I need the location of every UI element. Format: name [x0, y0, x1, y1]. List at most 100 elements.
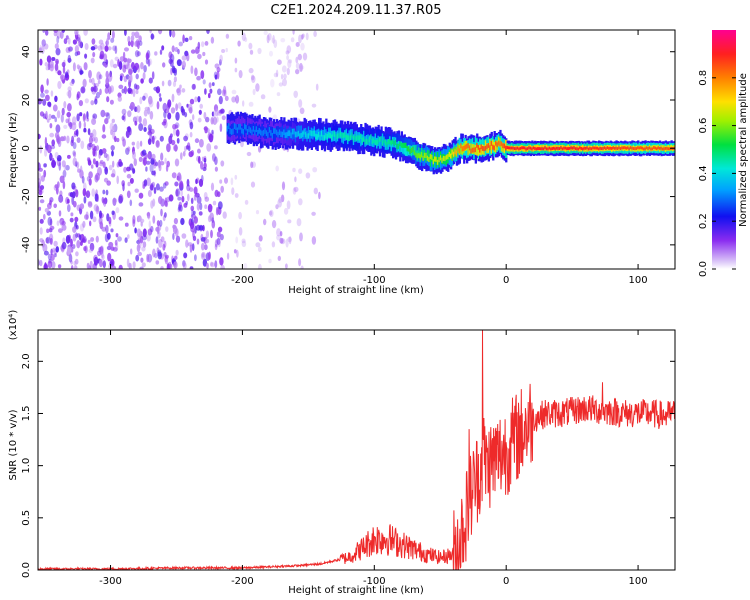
noise-blob: [190, 197, 194, 204]
ridge-cell: [551, 147, 554, 150]
noise-blob: [175, 103, 179, 111]
noise-blob: [212, 153, 216, 162]
noise-blob: [285, 238, 289, 248]
noise-blob: [49, 225, 55, 230]
noise-blob: [191, 83, 196, 90]
noise-blob: [88, 78, 93, 83]
noise-blob: [173, 144, 178, 152]
noise-blob: [160, 266, 164, 269]
ridge-cell: [329, 132, 332, 139]
noise-blob: [182, 34, 185, 44]
ridge-cell: [257, 130, 260, 136]
ridge-cell: [632, 147, 636, 150]
ridge-cell: [605, 147, 608, 150]
ridge-cell: [277, 126, 280, 138]
noise-blob: [43, 250, 49, 256]
noise-blob: [299, 62, 303, 72]
noise-blob: [194, 138, 200, 144]
noise-blob: [56, 30, 61, 39]
noise-blob: [110, 129, 113, 136]
noise-blob: [45, 66, 49, 71]
noise-blob: [108, 216, 112, 225]
ridge-cell: [496, 142, 499, 148]
noise-blob: [250, 161, 254, 169]
noise-blob: [196, 196, 202, 204]
noise-blob: [280, 73, 284, 80]
ridge-cell: [531, 147, 534, 151]
ridge-cell: [267, 124, 270, 136]
noise-blob: [104, 87, 109, 94]
colorbar-tick-label: 0.6: [698, 118, 709, 134]
ridge-cell: [349, 134, 353, 141]
ridge-cell: [484, 140, 488, 151]
noise-blob: [45, 30, 49, 36]
ridge-cell: [560, 146, 563, 150]
noise-blob: [118, 161, 124, 167]
ridge-cell: [287, 130, 290, 136]
ridge-cell: [294, 131, 298, 138]
noise-blob: [136, 244, 141, 253]
noise-blob: [43, 169, 47, 178]
noise-blob: [146, 253, 150, 263]
noise-blob: [62, 180, 66, 190]
noise-blob: [210, 36, 215, 44]
noise-blob: [271, 241, 276, 248]
noise-blob: [156, 101, 160, 110]
noise-blob: [65, 196, 70, 205]
noise-blob: [144, 106, 150, 111]
noise-blob: [269, 209, 274, 217]
ridge-cell: [625, 146, 628, 150]
noise-blob: [62, 169, 67, 178]
noise-blob: [102, 124, 106, 133]
noise-blob: [129, 163, 134, 171]
noise-blob: [189, 221, 195, 230]
noise-blob: [164, 157, 167, 164]
noise-blob: [90, 46, 96, 51]
noise-blob: [217, 88, 222, 96]
ridge-cell: [590, 147, 593, 151]
noise-blob: [292, 187, 297, 195]
ridge-cell: [442, 155, 446, 161]
noise-blob: [132, 215, 136, 224]
ridge-cell: [457, 146, 460, 152]
noise-blob: [155, 260, 160, 265]
noise-blob: [278, 82, 284, 87]
ridge-cell: [255, 126, 258, 132]
noise-blob: [210, 229, 213, 239]
noise-blob: [99, 159, 104, 165]
noise-blob: [50, 144, 56, 150]
noise-blob: [150, 183, 154, 191]
noise-blob: [172, 123, 177, 130]
noise-blob: [150, 225, 154, 233]
noise-blob: [41, 39, 46, 47]
noise-blob: [198, 156, 201, 164]
noise-blob: [38, 133, 41, 140]
noise-blob: [189, 266, 194, 269]
noise-blob: [109, 261, 114, 266]
noise-blob: [92, 51, 96, 58]
noise-blob: [68, 46, 73, 52]
noise-blob: [39, 47, 42, 53]
ridge-cell: [516, 146, 519, 150]
noise-blob: [123, 75, 128, 83]
noise-blob: [286, 67, 290, 76]
noise-blob: [214, 260, 218, 269]
noise-blob: [139, 40, 143, 46]
noise-blob: [216, 237, 221, 246]
noise-blob: [204, 127, 208, 134]
ridge-cell: [339, 131, 343, 137]
noise-blob: [219, 54, 223, 63]
noise-blob: [162, 243, 166, 251]
ridge-cell: [323, 126, 327, 138]
noise-blob: [74, 45, 79, 53]
ridge-cell: [544, 146, 547, 150]
noise-blob: [54, 151, 59, 159]
noise-blob: [146, 212, 151, 217]
ridge-cell: [333, 131, 337, 137]
noise-blob: [137, 233, 141, 242]
noise-blob: [76, 34, 81, 43]
ridge-cell: [657, 146, 660, 150]
noise-blob: [171, 93, 175, 103]
noise-blob: [318, 191, 321, 200]
noise-blob: [91, 38, 96, 45]
